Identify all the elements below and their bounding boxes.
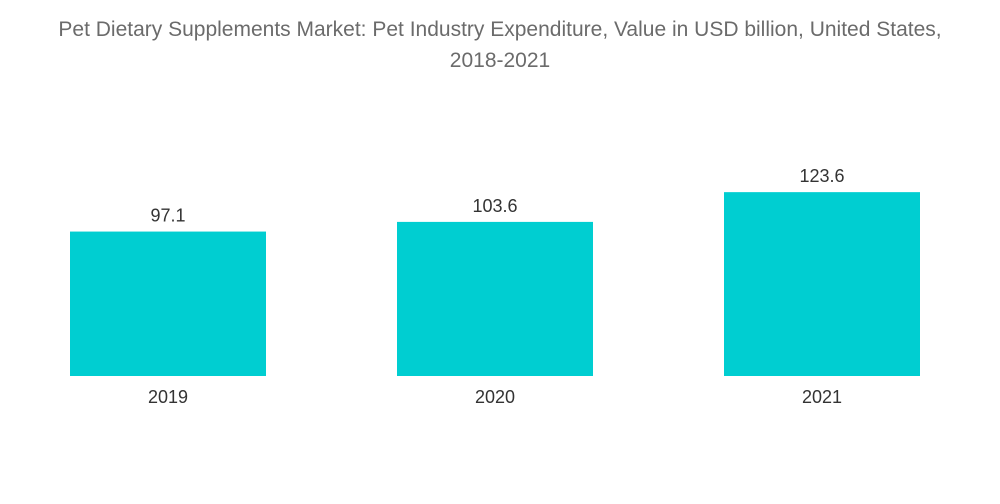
chart-title: Pet Dietary Supplements Market: Pet Indu… xyxy=(0,14,1000,76)
x-tick-label-2021: 2021 xyxy=(802,387,842,407)
chart-title-text: Pet Dietary Supplements Market: Pet Indu… xyxy=(58,18,942,72)
value-label-2021: 123.6 xyxy=(799,166,844,186)
bar-2020 xyxy=(397,221,593,376)
value-label-2019: 97.1 xyxy=(150,206,185,226)
bar-2021 xyxy=(724,192,920,376)
bars-group xyxy=(70,192,920,376)
value-label-2020: 103.6 xyxy=(472,196,517,216)
x-tick-labels-group: 2019 2020 2021 xyxy=(148,387,842,407)
bar-2019 xyxy=(70,231,266,376)
x-tick-label-2019: 2019 xyxy=(148,387,188,407)
x-tick-label-2020: 2020 xyxy=(475,387,515,407)
value-labels-group: 97.1 103.6 123.6 xyxy=(150,166,844,225)
